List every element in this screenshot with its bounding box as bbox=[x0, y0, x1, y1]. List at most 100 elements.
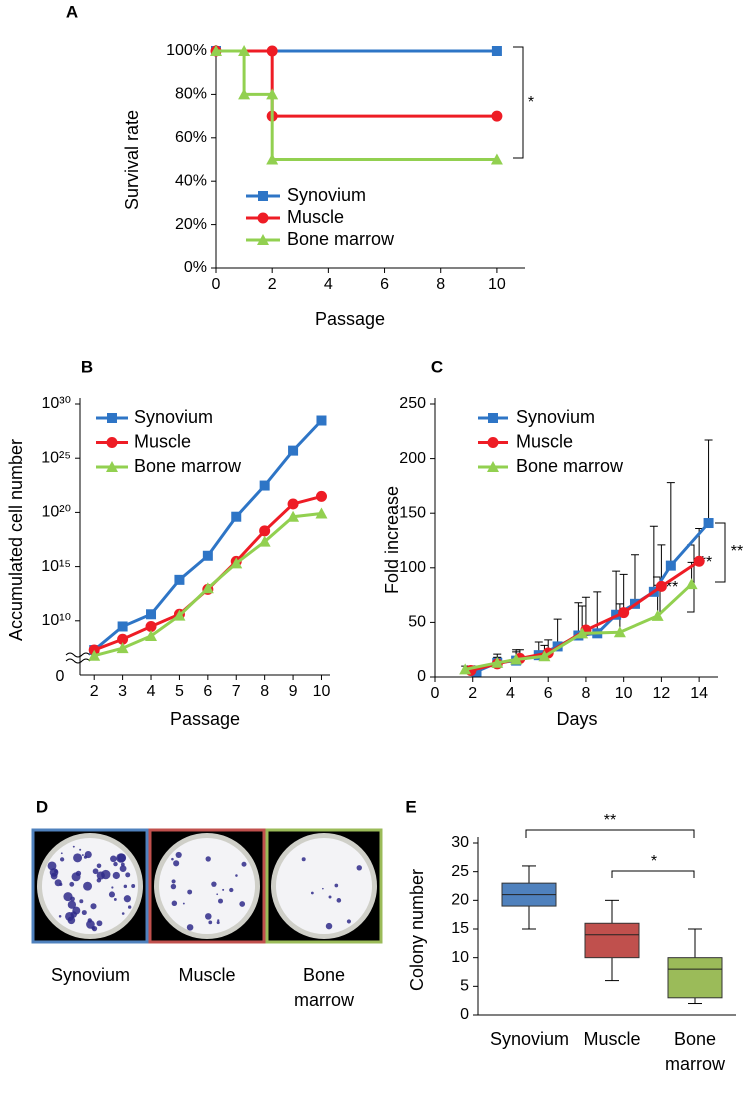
colony bbox=[120, 862, 125, 867]
colony bbox=[81, 910, 87, 916]
colony bbox=[356, 865, 362, 871]
x-tick-label: 2 bbox=[468, 685, 477, 702]
y-tick-label: 0% bbox=[184, 259, 207, 276]
dish bbox=[159, 838, 255, 934]
legend-marker bbox=[258, 191, 268, 201]
marker bbox=[538, 650, 551, 662]
x-axis-label: Days bbox=[556, 709, 597, 729]
colony bbox=[113, 898, 117, 901]
legend-label: Bone marrow bbox=[287, 229, 395, 249]
y-axis-label: Fold increase bbox=[382, 486, 402, 594]
colony bbox=[72, 906, 81, 915]
error-bar bbox=[612, 570, 621, 615]
marker bbox=[88, 649, 101, 661]
colony bbox=[123, 884, 128, 889]
series-line bbox=[470, 559, 700, 672]
colony bbox=[205, 913, 212, 920]
colony bbox=[81, 854, 84, 856]
significance-bracket bbox=[687, 544, 695, 613]
marker bbox=[288, 445, 299, 456]
colony bbox=[54, 869, 58, 874]
colony bbox=[171, 857, 174, 861]
colony bbox=[96, 920, 103, 927]
marker bbox=[703, 518, 714, 529]
series-line bbox=[475, 522, 710, 673]
colony bbox=[112, 871, 120, 880]
significance-bracket bbox=[513, 46, 524, 159]
colony bbox=[173, 860, 180, 867]
x-tick-label: 6 bbox=[203, 683, 212, 700]
x-tick-label: 0 bbox=[431, 685, 440, 702]
y-tick-label: 20% bbox=[175, 216, 207, 233]
colony bbox=[328, 895, 332, 899]
colony bbox=[96, 863, 102, 869]
marker bbox=[315, 490, 327, 502]
x-tick-label: 8 bbox=[436, 276, 445, 293]
colony bbox=[216, 893, 219, 896]
marker bbox=[238, 88, 251, 100]
legend-marker bbox=[488, 413, 498, 423]
error-bar bbox=[574, 602, 583, 636]
series-line bbox=[216, 49, 497, 118]
marker bbox=[576, 627, 589, 639]
y-axis-label: Survival rate bbox=[122, 110, 142, 210]
marker bbox=[210, 45, 222, 56]
colony bbox=[86, 920, 95, 929]
x-tick-label: 2 bbox=[268, 276, 277, 293]
x-tick-label: 10 bbox=[313, 683, 331, 700]
significance-label: ** bbox=[666, 579, 678, 596]
marker bbox=[287, 498, 299, 510]
marker bbox=[491, 46, 502, 56]
colony bbox=[211, 881, 217, 887]
marker bbox=[202, 550, 213, 561]
colony bbox=[336, 898, 342, 903]
x-tick-label: Muscle bbox=[583, 1029, 641, 1049]
colony bbox=[310, 891, 314, 895]
colony bbox=[121, 912, 125, 915]
significance-label: ** bbox=[604, 812, 616, 829]
colony bbox=[241, 861, 247, 867]
marker bbox=[491, 110, 503, 122]
x-tick-label: 0 bbox=[212, 276, 221, 293]
significance-bracket bbox=[525, 829, 695, 838]
y-tick-label: 60% bbox=[175, 129, 207, 146]
marker bbox=[117, 621, 128, 632]
legend-label: Bone marrow bbox=[134, 456, 242, 476]
y-tick-label: 80% bbox=[175, 86, 207, 103]
y-axis-label: Accumulated cell number bbox=[6, 439, 26, 641]
axis-break bbox=[65, 652, 91, 664]
legend-marker bbox=[487, 437, 499, 448]
colony bbox=[119, 865, 127, 873]
marker bbox=[116, 642, 129, 654]
x-tick-label: 8 bbox=[581, 685, 590, 702]
colony bbox=[171, 900, 178, 907]
significance-label: ** bbox=[731, 543, 743, 560]
panel-letter: B bbox=[81, 357, 93, 376]
error-bar bbox=[704, 439, 713, 524]
box bbox=[584, 922, 640, 959]
colony bbox=[182, 902, 185, 905]
colony bbox=[127, 905, 132, 909]
marker bbox=[490, 153, 503, 165]
colony bbox=[229, 887, 234, 893]
y-tick-label: 40% bbox=[175, 172, 207, 189]
marker bbox=[685, 578, 698, 590]
colony bbox=[83, 855, 88, 859]
colony bbox=[301, 857, 306, 862]
significance-label: * bbox=[651, 853, 657, 870]
x-tick-label: 2 bbox=[90, 683, 99, 700]
y-tick-label: 0 bbox=[460, 1006, 469, 1023]
y-tick-label: 10¹⁵ bbox=[41, 558, 71, 575]
x-tick-label: 6 bbox=[544, 685, 553, 702]
marker bbox=[491, 656, 504, 668]
panel-letter: A bbox=[66, 2, 78, 21]
colony bbox=[218, 898, 223, 904]
marker bbox=[459, 663, 472, 675]
legend-marker bbox=[487, 461, 499, 472]
y-tick-label: 250 bbox=[399, 395, 426, 412]
series-line bbox=[464, 583, 693, 671]
marker bbox=[665, 560, 676, 571]
error-bar bbox=[649, 525, 658, 592]
marker bbox=[146, 609, 157, 620]
